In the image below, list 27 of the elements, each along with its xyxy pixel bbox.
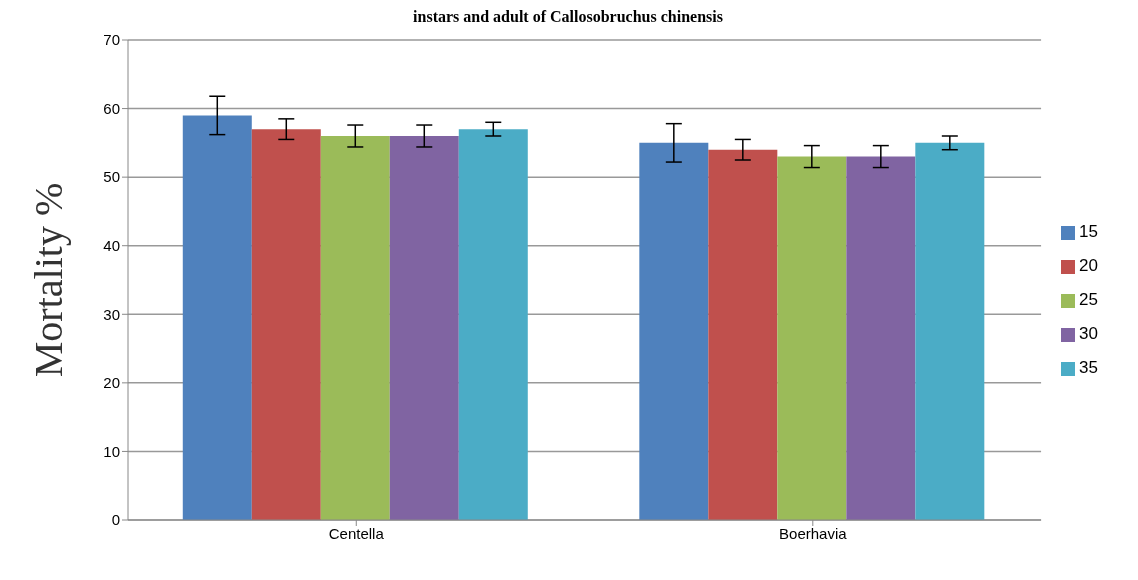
legend-label: 15	[1079, 222, 1098, 241]
bar	[708, 149, 778, 520]
y-tick-label: 40	[103, 237, 120, 255]
legend-label: 30	[1079, 324, 1098, 343]
bar	[458, 129, 528, 520]
legend-label: 20	[1079, 256, 1098, 275]
bar	[915, 142, 985, 520]
y-tick-label: 60	[103, 99, 120, 117]
legend-label: 35	[1079, 358, 1098, 377]
bar	[639, 142, 709, 520]
y-tick-label: 10	[103, 442, 120, 460]
y-axis-title: Mortality %	[26, 182, 72, 378]
legend-label: 25	[1079, 290, 1098, 309]
y-tick-label: 0	[111, 511, 120, 529]
x-tick-label: Centella	[328, 524, 385, 542]
bar	[320, 136, 390, 520]
y-tick-label: 20	[103, 374, 120, 392]
bar	[846, 156, 916, 520]
y-tick-label: 50	[103, 168, 120, 186]
chart-title: instars and adult of Callosobruchus chinensis	[412, 8, 724, 27]
y-tick-label: 70	[103, 31, 120, 49]
y-tick-label: 30	[103, 305, 120, 323]
bar	[777, 156, 847, 520]
bar	[389, 136, 459, 520]
bar	[251, 129, 321, 520]
x-tick-label: Boerhavia	[779, 524, 848, 542]
bar	[182, 115, 252, 520]
